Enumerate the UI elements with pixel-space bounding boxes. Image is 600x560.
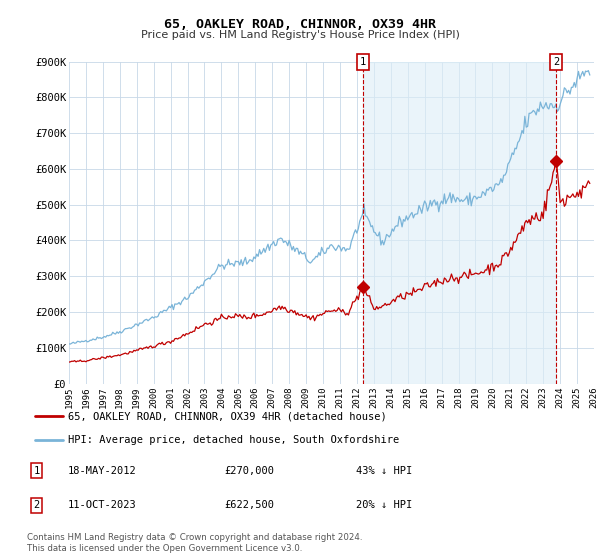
Bar [363,62,556,384]
Text: 2: 2 [34,501,40,511]
Text: 1: 1 [34,466,40,475]
Text: 65, OAKLEY ROAD, CHINNOR, OX39 4HR: 65, OAKLEY ROAD, CHINNOR, OX39 4HR [164,18,436,31]
Text: HPI: Average price, detached house, South Oxfordshire: HPI: Average price, detached house, Sout… [68,435,400,445]
Text: 2: 2 [553,57,560,67]
Text: 20% ↓ HPI: 20% ↓ HPI [356,501,413,511]
Text: 43% ↓ HPI: 43% ↓ HPI [356,466,413,475]
Text: 65, OAKLEY ROAD, CHINNOR, OX39 4HR (detached house): 65, OAKLEY ROAD, CHINNOR, OX39 4HR (deta… [68,411,387,421]
Text: 1: 1 [360,57,366,67]
Text: £622,500: £622,500 [224,501,275,511]
Text: Price paid vs. HM Land Registry's House Price Index (HPI): Price paid vs. HM Land Registry's House … [140,30,460,40]
Text: Contains HM Land Registry data © Crown copyright and database right 2024.
This d: Contains HM Land Registry data © Crown c… [27,533,362,553]
Text: 18-MAY-2012: 18-MAY-2012 [68,466,137,475]
Text: 11-OCT-2023: 11-OCT-2023 [68,501,137,511]
Text: £270,000: £270,000 [224,466,275,475]
